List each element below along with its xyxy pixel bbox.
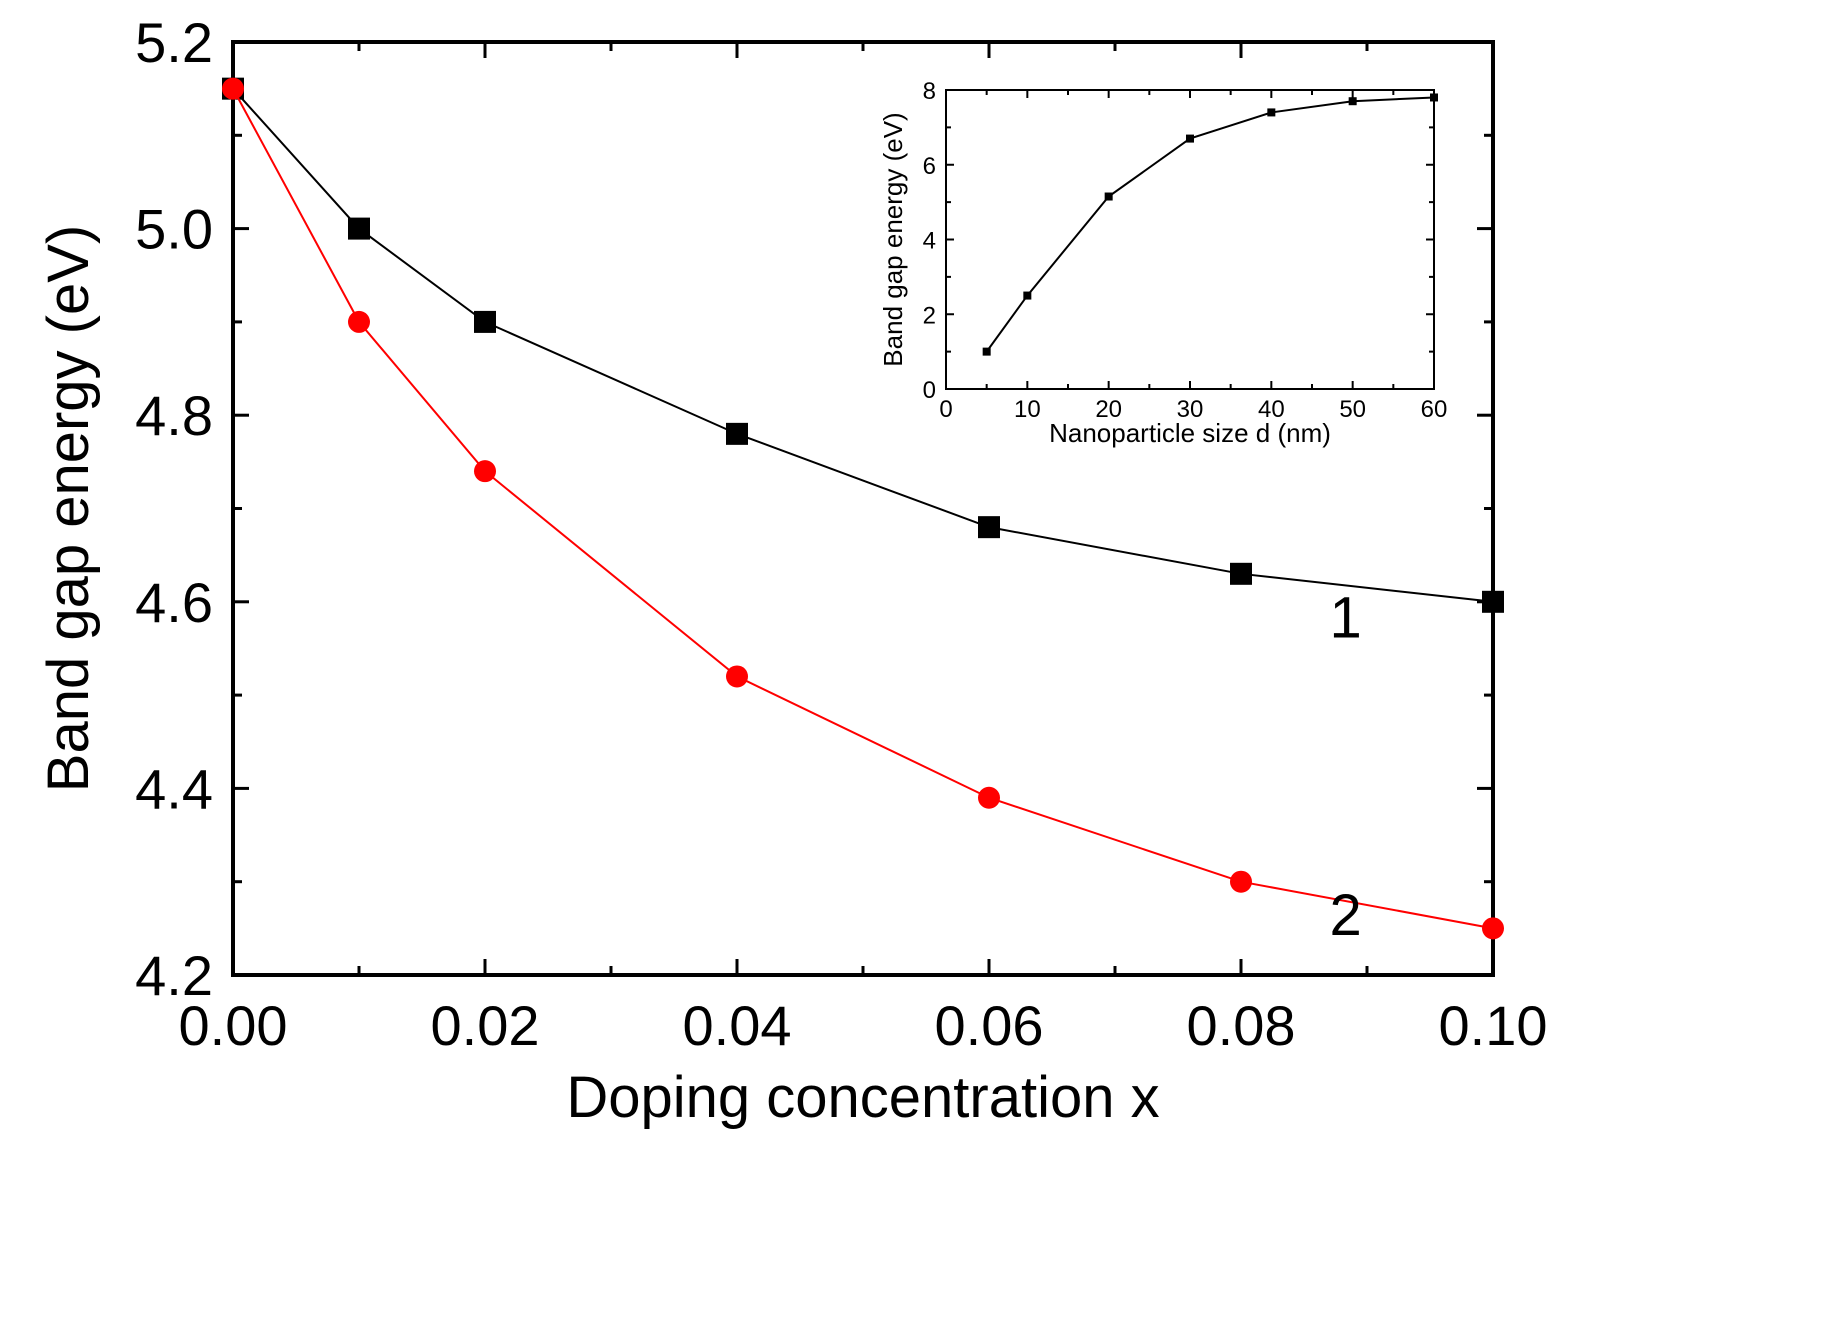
inset-y-axis-title: Band gap energy (eV) (878, 112, 908, 366)
x-tick-label: 0.02 (431, 994, 540, 1057)
x-axis-title: Doping concentration x (566, 1065, 1159, 1130)
y-tick-label: 5.2 (135, 11, 213, 74)
inset-y-tick-label: 8 (923, 78, 936, 105)
x-tick-label: 0.06 (935, 994, 1044, 1057)
inset-x-tick-label: 0 (939, 396, 952, 423)
series-2-point (348, 310, 370, 333)
series-1-point (1482, 590, 1504, 613)
inset-y-tick-label: 4 (923, 228, 936, 255)
series-1-point (978, 516, 1000, 539)
series-2-point (1230, 870, 1252, 893)
inset-x-tick-label: 20 (1095, 396, 1122, 423)
inset-y-tick-label: 2 (923, 302, 936, 329)
inset-x-tick-label: 40 (1258, 396, 1285, 423)
y-tick-label: 4.6 (135, 571, 213, 634)
x-tick-label: 0.08 (1187, 994, 1296, 1057)
inset-series-inset-point (1267, 108, 1276, 117)
series-1-point (1230, 562, 1252, 585)
inset-x-axis-title: Nanoparticle size d (nm) (1049, 418, 1331, 448)
y-axis-title: Band gap energy (eV) (36, 225, 101, 792)
series-2-point (978, 786, 1000, 809)
y-tick-label: 5.0 (135, 198, 213, 261)
curve-label-2: 2 (1329, 883, 1361, 948)
x-tick-label: 0.10 (1439, 994, 1548, 1057)
inset-series-inset-point (1104, 192, 1113, 201)
series-1-point (726, 422, 748, 445)
series-2-point (474, 460, 496, 483)
series-1-point (474, 310, 496, 333)
y-tick-label: 4.2 (135, 944, 213, 1007)
inset-y-tick-label: 6 (923, 153, 936, 180)
inset-x-tick-label: 60 (1421, 396, 1448, 423)
y-tick-label: 4.4 (135, 757, 213, 820)
inset-x-tick-label: 10 (1014, 396, 1041, 423)
x-tick-label: 0.00 (179, 994, 288, 1057)
inset-series-inset-point (1186, 134, 1194, 143)
inset-y-tick-label: 0 (923, 377, 936, 404)
x-tick-label: 0.04 (683, 994, 792, 1057)
main-plot: 0.00 0.02 0.04 0.06 0.08 0.10 4.2 4.4 4.6 4.8 5.0 5… (36, 11, 1548, 1130)
inset-series-inset-point (1348, 97, 1357, 106)
inset-series-inset-point (982, 347, 991, 356)
y-tick-label: 4.8 (135, 384, 213, 447)
inset-series-inset-point (1430, 93, 1438, 102)
curve-label-1: 1 (1329, 585, 1361, 650)
series-2-point (222, 77, 244, 100)
inset-x-tick-label: 50 (1339, 396, 1366, 423)
series-2-point (726, 665, 748, 688)
inset-x-tick-label: 30 (1177, 396, 1204, 423)
series-2-point (1482, 917, 1504, 940)
series-1-point (348, 217, 370, 240)
inset-series-inset-point (1023, 291, 1032, 300)
inset-plot: 0 10 20 30 40 50 60 0 2 4 6 8 Nanoparticle size d (n… (878, 78, 1447, 448)
